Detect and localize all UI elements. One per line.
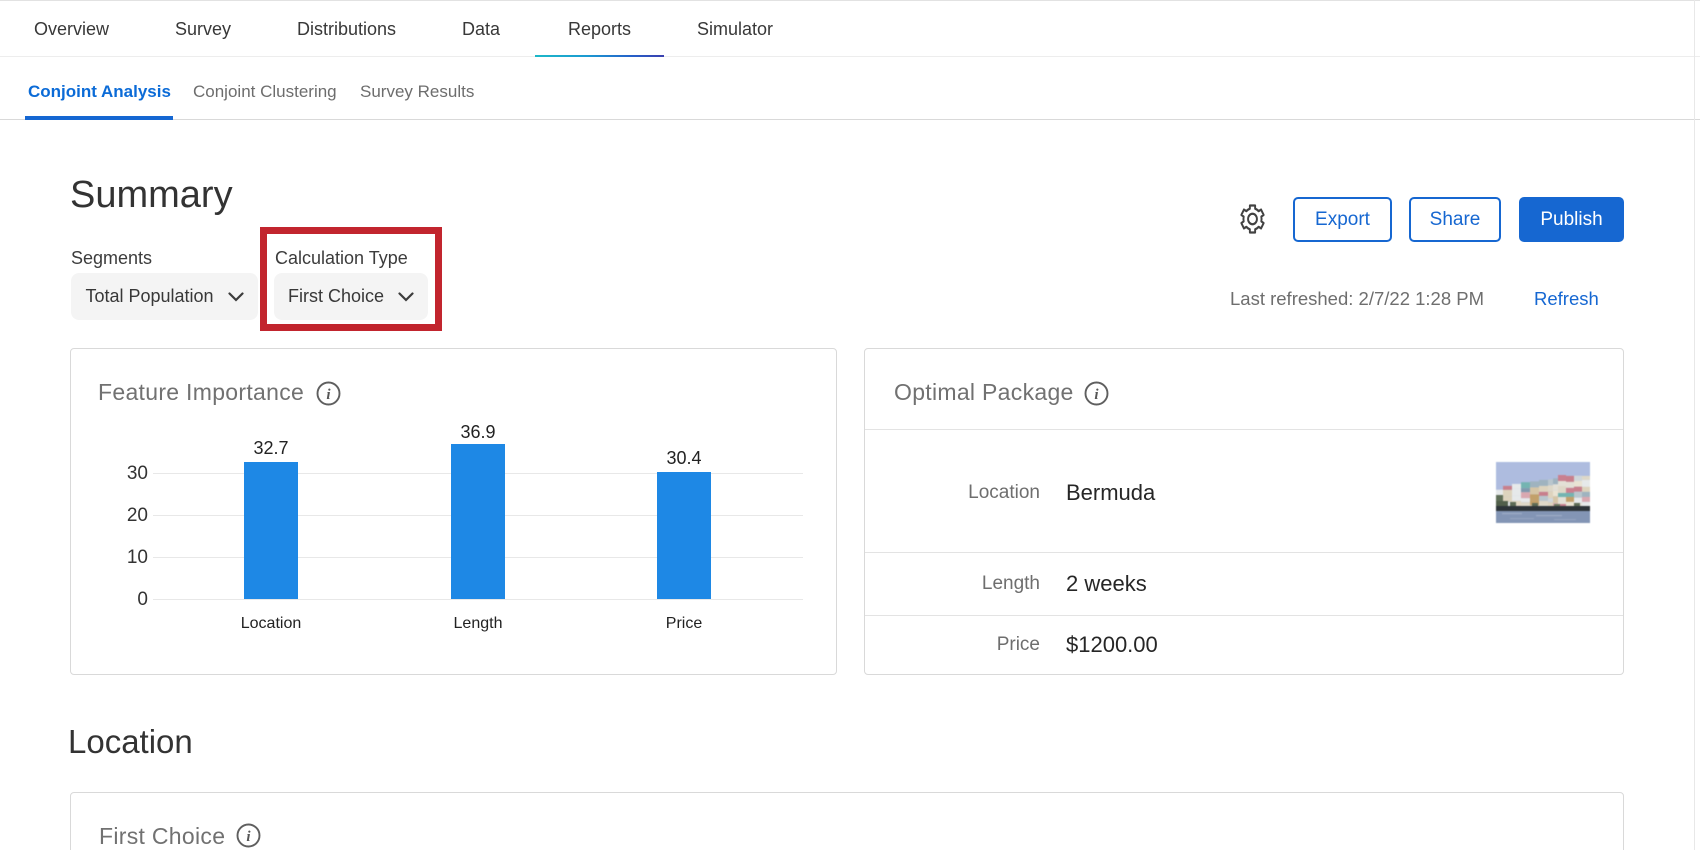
svg-text:i: i <box>1094 387 1099 403</box>
svg-text:i: i <box>246 829 251 845</box>
svg-text:i: i <box>326 387 331 403</box>
